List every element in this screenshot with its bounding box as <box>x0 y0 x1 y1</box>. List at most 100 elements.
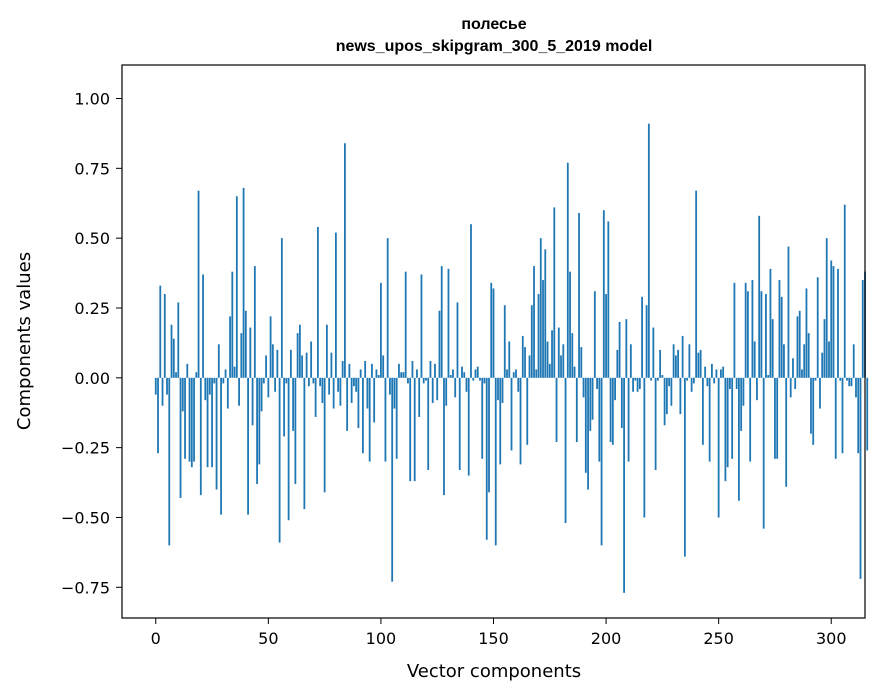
bar <box>456 302 459 378</box>
bar <box>801 369 803 378</box>
bar <box>852 344 855 378</box>
bar <box>566 162 569 378</box>
bar <box>519 377 522 465</box>
x-tick-label: 50 <box>258 629 278 648</box>
bar <box>298 324 301 378</box>
bar <box>319 377 322 387</box>
bar <box>679 377 682 415</box>
bar <box>289 349 292 378</box>
y-tick-label: −0.25 <box>61 439 110 458</box>
bar <box>247 377 249 515</box>
y-tick-label: 0.75 <box>74 159 110 178</box>
bar <box>776 377 779 459</box>
bar <box>269 316 272 378</box>
bar <box>244 310 247 378</box>
bar <box>357 377 360 429</box>
bar <box>393 377 396 409</box>
bar <box>834 377 837 459</box>
bar <box>830 260 833 378</box>
bar <box>404 271 407 378</box>
bar <box>569 271 571 378</box>
bar <box>571 333 574 378</box>
bar <box>670 377 673 406</box>
bar <box>623 377 625 593</box>
bar <box>699 349 702 378</box>
bar <box>321 377 324 403</box>
bar <box>262 377 265 384</box>
bar <box>823 319 826 378</box>
bar <box>861 280 864 378</box>
bar <box>720 369 722 378</box>
bar <box>413 377 416 482</box>
bar <box>454 377 457 398</box>
bar <box>278 377 281 543</box>
bar <box>798 310 801 378</box>
bar <box>175 372 177 378</box>
bar <box>704 366 707 378</box>
bar <box>285 377 288 384</box>
bar <box>816 277 819 378</box>
bar <box>524 347 526 378</box>
bar <box>501 377 504 403</box>
bar <box>503 305 506 378</box>
bar <box>812 377 815 445</box>
bar <box>641 296 643 378</box>
bar <box>620 377 623 429</box>
bar <box>846 377 848 381</box>
bar <box>672 344 675 378</box>
bar <box>303 377 306 510</box>
bar <box>733 282 736 378</box>
bar <box>584 377 587 473</box>
bar <box>280 238 283 378</box>
bar <box>708 377 711 462</box>
bar <box>753 341 756 378</box>
bar <box>692 377 695 384</box>
x-tick-label: 150 <box>478 629 509 648</box>
bar <box>458 377 461 470</box>
bar <box>488 377 490 493</box>
bar <box>814 377 817 381</box>
bar <box>436 377 439 401</box>
bar <box>287 377 290 521</box>
bar <box>690 377 693 392</box>
bar <box>605 294 607 378</box>
bar <box>528 355 531 378</box>
bar <box>490 282 493 378</box>
bar <box>485 377 488 540</box>
bar <box>292 377 295 431</box>
bar <box>765 294 767 378</box>
bar <box>366 377 369 409</box>
bar <box>688 344 691 378</box>
bar <box>310 341 313 378</box>
bar <box>783 344 785 378</box>
x-tick-label: 250 <box>703 629 734 648</box>
bar <box>819 377 821 409</box>
bar <box>434 363 436 378</box>
bar <box>267 377 270 398</box>
bar <box>168 377 171 546</box>
bar <box>742 377 745 406</box>
bar <box>377 375 380 378</box>
bar <box>647 123 650 378</box>
bar <box>825 238 828 378</box>
bar <box>499 377 502 465</box>
bar <box>530 305 533 378</box>
bar <box>213 377 216 384</box>
bar <box>661 375 664 378</box>
bar <box>398 363 400 378</box>
bar <box>177 302 180 378</box>
bar <box>170 324 173 378</box>
bar <box>362 377 364 454</box>
bar <box>476 366 479 378</box>
bar <box>517 377 520 392</box>
bar <box>785 377 788 487</box>
bar <box>551 330 553 378</box>
x-tick-label: 300 <box>816 629 847 648</box>
bar <box>512 372 515 378</box>
bar <box>634 377 637 381</box>
bar <box>656 377 659 381</box>
bar <box>758 215 761 378</box>
bar <box>701 377 704 445</box>
bar <box>629 344 632 378</box>
